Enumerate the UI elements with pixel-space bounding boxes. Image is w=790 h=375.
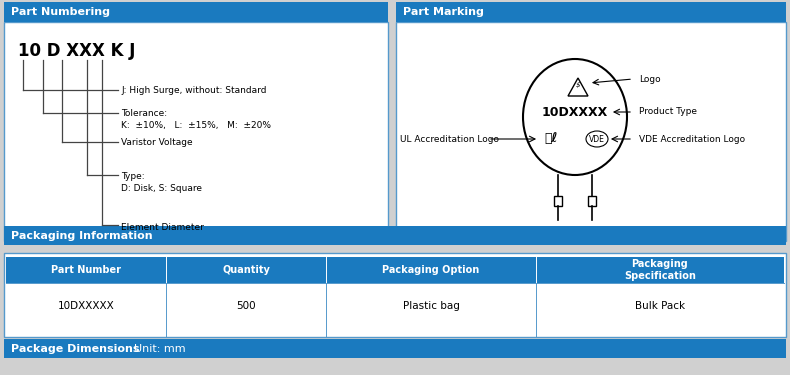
Text: J: High Surge, without: Standard: J: High Surge, without: Standard (121, 86, 266, 95)
Text: Plastic bag: Plastic bag (403, 301, 460, 311)
Bar (396, 22, 786, 241)
Text: Part Number: Part Number (51, 265, 121, 275)
Bar (6, 257, 784, 283)
Bar (588, 196, 596, 206)
Text: 500: 500 (236, 301, 256, 311)
Text: Package Dimensions: Package Dimensions (11, 344, 140, 354)
Text: Varistor Voltage: Varistor Voltage (121, 138, 193, 147)
Bar (396, 2, 786, 22)
Text: Packaging Information: Packaging Information (11, 231, 152, 241)
Text: 10 D XXX K J: 10 D XXX K J (18, 42, 135, 60)
Text: Tolerance:
K:  ±10%,   L:  ±15%,   M:  ±20%: Tolerance: K: ±10%, L: ±15%, M: ±20% (121, 109, 271, 130)
Text: 10DXXXXX: 10DXXXXX (58, 301, 115, 311)
Bar (4, 253, 786, 337)
Text: VDE: VDE (589, 135, 605, 144)
Text: Logo: Logo (639, 75, 660, 84)
Text: Element Diameter: Element Diameter (121, 223, 204, 232)
Bar (554, 196, 562, 206)
Text: Part Marking: Part Marking (403, 7, 483, 17)
Text: Part Numbering: Part Numbering (11, 7, 110, 17)
Bar (4, 22, 388, 241)
Bar (4, 226, 786, 245)
Text: Product Type: Product Type (639, 108, 697, 117)
Text: 10DXXXX: 10DXXXX (542, 105, 608, 118)
Text: Type:
D: Disk, S: Square: Type: D: Disk, S: Square (121, 172, 202, 193)
Bar (4, 2, 388, 22)
Text: Bulk Pack: Bulk Pack (635, 301, 685, 311)
Text: Unit: mm: Unit: mm (120, 344, 186, 354)
Text: VDE Accreditation Logo: VDE Accreditation Logo (639, 135, 745, 144)
Text: UL Accreditation Logo: UL Accreditation Logo (400, 135, 499, 144)
Text: Packaging
Specification: Packaging Specification (624, 259, 696, 281)
Text: Quantity: Quantity (222, 265, 270, 275)
Text: Packaging Option: Packaging Option (382, 265, 480, 275)
Text: $: $ (576, 82, 580, 88)
Text: Ⓡℓ: Ⓡℓ (544, 132, 558, 146)
Bar (4, 339, 786, 358)
